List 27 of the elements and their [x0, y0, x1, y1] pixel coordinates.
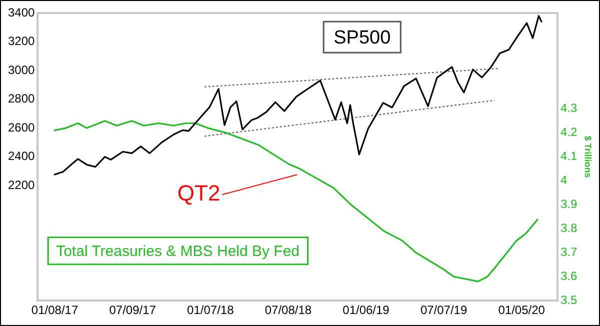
x-tick-label: 01/08/17 [31, 303, 78, 318]
y-tick-label: 3000 [8, 62, 36, 77]
y-tick-label: 3200 [8, 34, 36, 48]
x-tick-label: 07/09/17 [109, 303, 156, 318]
x-tick-label: 07/07/19 [420, 303, 468, 318]
y2-tick-label: 4.3 [560, 101, 578, 116]
y-tick-label: 2800 [8, 92, 36, 106]
y2-axis-title: $ Trillions [583, 136, 594, 178]
y-tick-label: 2200 [8, 178, 36, 192]
x-tick-label: 01/05/20 [498, 303, 546, 318]
x-tick-label: 07/08/18 [264, 303, 312, 318]
y2-tick-label: 4 [560, 173, 568, 188]
y2-tick-label: 3.8 [560, 221, 578, 236]
y-tick-label: 2600 [8, 120, 36, 134]
annotation: QT2 [177, 180, 220, 206]
y2-tick-label: 4.2 [560, 125, 578, 140]
y2-tick-label: 3.6 [560, 268, 578, 283]
y-tick-label: 3400 [8, 5, 36, 20]
y2-tick-label: 3.9 [560, 197, 578, 212]
y2-tick-label: 3.7 [560, 244, 578, 259]
y-tick-label: 2400 [8, 149, 36, 164]
y2-tick-label: 3.5 [560, 292, 578, 307]
x-tick-label: 01/07/18 [187, 303, 234, 318]
series-label: SP500 [334, 27, 391, 48]
x-tick-label: 01/06/19 [342, 303, 390, 318]
text: Total Treasuries & MBS Held By Fed [56, 242, 300, 260]
y2-tick-label: 4.1 [560, 149, 578, 164]
